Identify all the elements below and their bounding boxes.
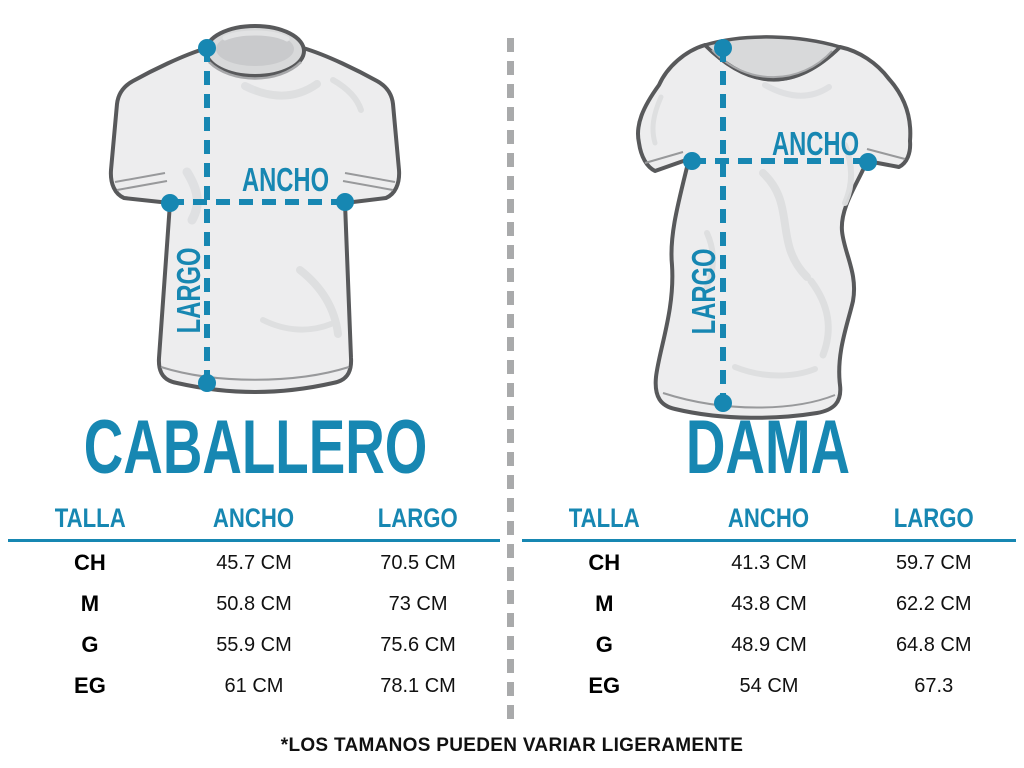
ancho-cell: 54 CM: [739, 674, 799, 697]
caballero-title: CABALLERO: [0, 410, 512, 486]
table-row: G 48.9 CM 64.8 CM: [522, 625, 1016, 665]
table-row: M 50.8 CM 73 CM: [8, 584, 500, 624]
dama-title: DAMA: [512, 410, 1024, 486]
ancho-label-text: ANCHO: [241, 161, 330, 198]
caballero-title-text: CABALLERO: [84, 405, 428, 490]
caballero-figure: ANCHO LARGO: [108, 24, 402, 394]
ancho-label-text: ANCHO: [771, 125, 860, 162]
largo-cell: 75.6 CM: [380, 633, 456, 656]
ancho-cell: 41.3 CM: [731, 551, 807, 574]
center-divider: [507, 38, 514, 728]
dama-figure: ANCHO LARGO: [512, 0, 1024, 768]
ancho-cell: 55.9 CM: [216, 633, 292, 656]
largo-cell: 73 CM: [388, 592, 448, 615]
table-row: G 55.9 CM 75.6 CM: [8, 625, 500, 665]
header-label: TALLA: [54, 502, 126, 533]
mens-tshirt-illustration: [108, 24, 402, 394]
size-cell: M: [595, 591, 614, 616]
table-row: CH 41.3 CM 59.7 CM: [522, 543, 1016, 583]
header-label: LARGO: [378, 502, 459, 533]
column-header-talla: TALLA: [522, 503, 687, 534]
largo-cell: 70.5 CM: [380, 551, 456, 574]
column-header-largo: LARGO: [336, 503, 500, 534]
collar-inner-shade: [216, 32, 294, 66]
womens-tshirt-illustration: [636, 35, 913, 420]
largo-cell: 78.1 CM: [380, 674, 456, 697]
seam-lines: [644, 148, 906, 409]
ancho-cell: 61 CM: [224, 674, 284, 697]
size-cell: EG: [74, 673, 106, 698]
fabric-creases: [182, 77, 364, 338]
column-header-ancho: ANCHO: [172, 503, 336, 534]
dama-title-text: DAMA: [685, 405, 851, 490]
measure-dots: [161, 39, 354, 392]
size-cell: EG: [588, 673, 621, 698]
size-cell: CH: [588, 550, 621, 575]
seam-lines: [114, 172, 396, 381]
largo-label-text: LARGO: [685, 248, 722, 335]
table-row: CH 45.7 CM 70.5 CM: [8, 543, 500, 583]
collar-highlight: [222, 30, 290, 42]
size-cell: G: [595, 632, 613, 657]
caballero-size-table: TALLA ANCHO LARGO CH 45.7 CM 70.5 CM M 5…: [8, 497, 500, 706]
largo-cell: 64.8 CM: [895, 633, 972, 656]
size-cell: M: [80, 591, 100, 616]
ancho-cell: 45.7 CM: [216, 551, 292, 574]
table-row: M 43.8 CM 62.2 CM: [522, 584, 1016, 624]
dama-ancho-label: ANCHO: [755, 127, 859, 160]
size-cell: G: [81, 632, 99, 657]
header-label: ANCHO: [728, 502, 810, 533]
ancho-cell: 50.8 CM: [216, 592, 292, 615]
column-header-largo: LARGO: [851, 503, 1016, 534]
ancho-cell: 48.9 CM: [731, 633, 807, 656]
table-row: EG 54 CM 67.3: [522, 666, 1016, 706]
dama-section: ANCHO LARGO DAMA TALLA ANCHO LARGO CH 41…: [512, 0, 1024, 768]
largo-cell: 59.7 CM: [895, 551, 972, 574]
table-header-row: TALLA ANCHO LARGO: [8, 497, 500, 542]
caballero-largo-label: LARGO: [170, 247, 207, 350]
dama-largo-label: LARGO: [685, 248, 722, 351]
header-label: ANCHO: [213, 502, 295, 533]
table-row: EG 61 CM 78.1 CM: [8, 666, 500, 706]
footnote: *LOS TAMANOS PUEDEN VARIAR LIGERAMENTE: [280, 735, 744, 756]
largo-label-text: LARGO: [170, 247, 207, 334]
caballero-section: ANCHO LARGO CABALLERO TALLA ANCHO LARGO …: [0, 24, 512, 706]
measure-dots: [683, 39, 877, 412]
fabric-creases: [650, 82, 854, 379]
table-header-row: TALLA ANCHO LARGO: [522, 497, 1016, 542]
column-header-ancho: ANCHO: [687, 503, 852, 534]
header-label: LARGO: [893, 502, 974, 533]
largo-cell: 67.3: [914, 674, 954, 697]
column-header-talla: TALLA: [8, 503, 172, 534]
largo-cell: 62.2 CM: [895, 592, 972, 615]
caballero-ancho-label: ANCHO: [225, 163, 329, 196]
header-label: TALLA: [568, 502, 640, 533]
dama-size-table: TALLA ANCHO LARGO CH 41.3 CM 59.7 CM M 4…: [522, 497, 1016, 706]
tshirt-body: [636, 43, 913, 420]
ancho-cell: 43.8 CM: [731, 592, 807, 615]
size-cell: CH: [74, 550, 106, 575]
collar-seam: [208, 61, 302, 80]
